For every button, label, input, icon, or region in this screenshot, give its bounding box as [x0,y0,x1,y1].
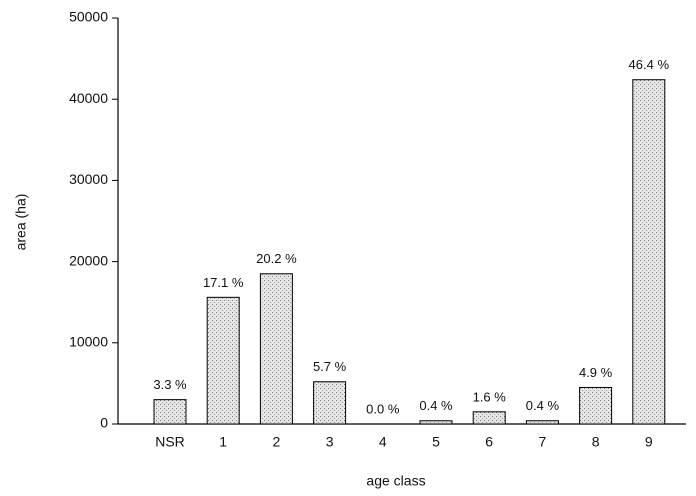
bar-label: 17.1 % [203,275,244,290]
bar-label: 3.3 % [153,377,187,392]
bar [206,296,240,425]
y-tick-label: 10000 [69,334,108,350]
x-axis-label: age class [366,473,425,489]
y-tick-label: 50000 [69,9,108,25]
x-tick-label: 1 [219,434,227,450]
bar [259,273,293,425]
bar [419,420,453,425]
x-tick-label: 5 [432,434,440,450]
bar-label: 1.6 % [473,389,507,404]
bar [153,399,187,425]
y-tick-label: 20000 [69,252,108,268]
bar-label: 46.4 % [629,57,670,72]
x-tick-label: NSR [155,434,185,450]
y-tick-label: 40000 [69,90,108,106]
bar [525,420,559,425]
y-tick-label: 0 [100,415,108,431]
bar [632,79,666,425]
bar-label: 5.7 % [313,359,347,374]
bar [313,381,347,425]
y-tick-label: 30000 [69,171,108,187]
bar-label: 4.9 % [579,365,613,380]
bar-label: 0.4 % [526,398,560,413]
x-tick-label: 7 [539,434,547,450]
bar [472,411,506,425]
bar-label: 20.2 % [256,251,297,266]
bar [579,386,613,425]
x-tick-label: 6 [485,434,493,450]
x-tick-label: 3 [326,434,334,450]
bar-label: 0.4 % [419,398,453,413]
y-axis-label: area (ha) [13,194,29,251]
x-tick-label: 2 [273,434,281,450]
x-tick-label: 4 [379,434,387,450]
x-tick-label: 9 [645,434,653,450]
x-tick-label: 8 [592,434,600,450]
bar-label: 0.0 % [366,401,400,416]
